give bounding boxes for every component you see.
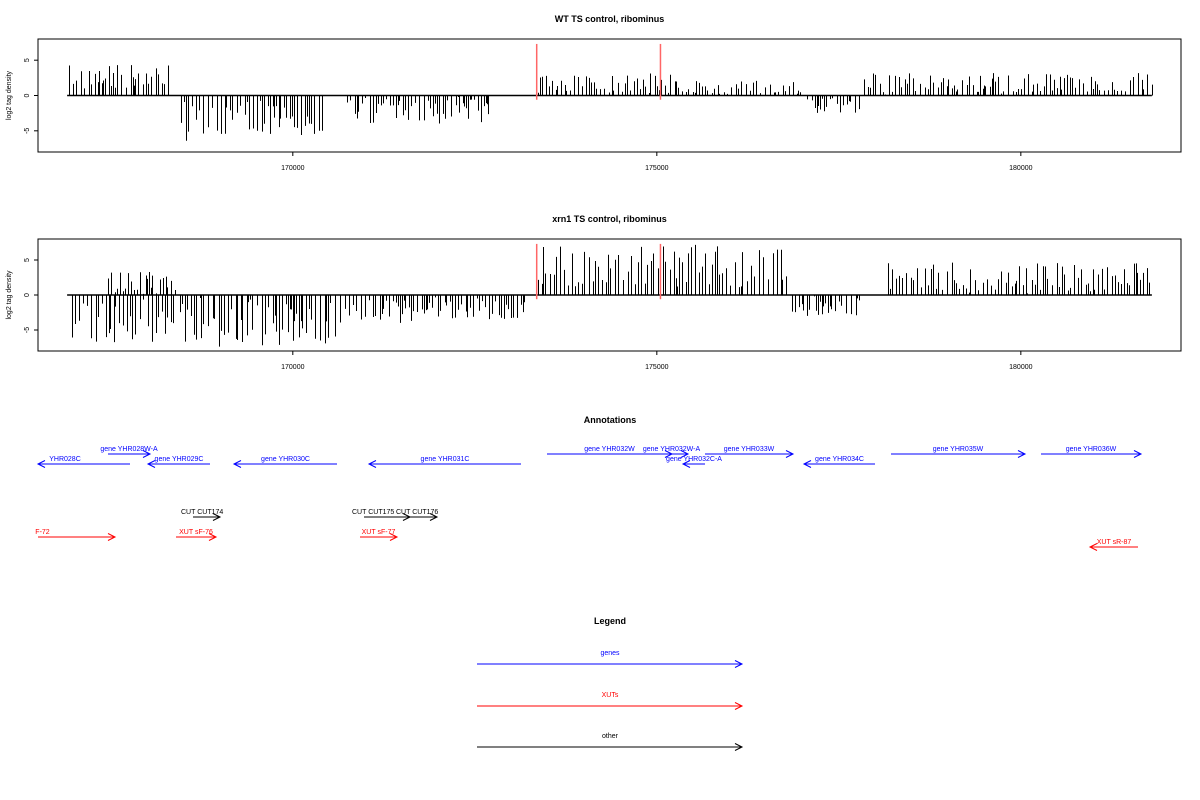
legend-label-xut: XUTs [602,692,619,699]
arrow-head [680,450,690,458]
gene-arrow [802,460,875,468]
gene-label: gene YHR036W [1066,446,1117,453]
xut-label: F-72 [35,529,50,536]
y-axis-label: log2 tag density [6,70,13,120]
y-tick-label: 0 [24,293,31,297]
arrow-head [389,533,399,541]
y-tick-label: -5 [24,128,31,134]
y-tick-label: 5 [24,258,31,262]
gene-arrow [655,450,690,458]
legend-title: Legend [594,616,626,626]
xut-label: XUT sR-87 [1097,539,1132,546]
gene-arrow [891,450,1027,458]
gene-arrow [367,460,521,468]
y-tick-label: -5 [24,327,31,333]
gene-label: gene YHR032W-A [643,446,701,453]
x-tick-label: 180000 [1009,364,1032,371]
bars-group [69,65,1153,141]
cut-arrow [408,513,439,521]
xut-arrow [1088,543,1138,551]
gene-label: gene YHR033W [724,446,775,453]
gene-arrow [232,460,337,468]
arrow-head [681,460,691,468]
gene-label: gene YHR031C [421,456,470,463]
gene-label: gene YHR029C [155,456,204,463]
gene-label: gene YHR035W [933,446,984,453]
gene-arrow [146,460,210,468]
xut-label: XUT sF-76 [179,529,213,536]
arrow-head [1133,450,1143,458]
cut-label: CUT CUT176 [396,509,438,516]
arrow-head [429,513,439,521]
legend: Legend genes XUTs other [477,616,744,751]
gene-label: gene YHR034C [815,456,864,463]
arrow-head [1017,450,1027,458]
arrow-head [36,460,46,468]
arrow-head [146,460,156,468]
arrow-head [1088,543,1098,551]
xut-arrow [176,533,218,541]
arrow-head [734,702,744,710]
x-tick-label: 175000 [645,364,668,371]
arrow-head [734,660,744,668]
cut-label: CUT CUT175 [352,509,394,516]
gene-label: gene YHR032W [584,446,635,453]
legend-arrow-other [477,743,744,751]
annotations-title: Annotations [584,415,637,425]
arrow-head [802,460,812,468]
gene-label: gene YHR032C-A [666,456,722,463]
arrow-head [142,450,152,458]
arrow-head [785,450,795,458]
legend-arrow-gene [477,660,744,668]
y-axis-label: log2 tag density [6,270,13,320]
y-tick-label: 5 [24,58,31,62]
x-tick-label: 180000 [1009,165,1032,172]
panel-title: WT TS control, ribominus [555,14,665,24]
cut-label: CUT CUT174 [181,509,223,516]
arrow-head [212,513,222,521]
arrow-head [734,743,744,751]
legend-label-gene: genes [600,650,620,657]
arrow-head [208,533,218,541]
bars-group [72,244,1150,347]
density-panel-2: xrn1 TS control, ribominus log2 tag densi… [6,214,1182,371]
gene-arrow [681,460,705,468]
x-tick-label: 175000 [645,165,668,172]
x-tick-label: 170000 [281,165,304,172]
arrow-head [107,533,117,541]
y-tick-label: 0 [24,93,31,97]
cut-arrow [193,513,222,521]
arrow-head [232,460,242,468]
density-panel-1: WT TS control, ribominus log2 tag density… [6,14,1182,172]
gene-arrow [1041,450,1143,458]
arrow-head [367,460,377,468]
gene-label: gene YHR030C [261,456,310,463]
gene-label: gene YHR028W-A [100,446,158,453]
gene-arrow [705,450,795,458]
xut-arrow [360,533,399,541]
gene-label: YHR028C [49,456,81,463]
gene-arrow [108,450,152,458]
legend-label-other: other [602,733,619,740]
legend-arrow-xut [477,702,744,710]
panel-title: xrn1 TS control, ribominus [552,214,667,224]
annotations-track: Annotations YHR028C gene YHR028W-A gene YHR… [35,415,1143,551]
gene-arrow [36,460,130,468]
xut-arrow [38,533,117,541]
x-tick-label: 170000 [281,364,304,371]
xut-label: XUT sF-77 [362,529,396,536]
